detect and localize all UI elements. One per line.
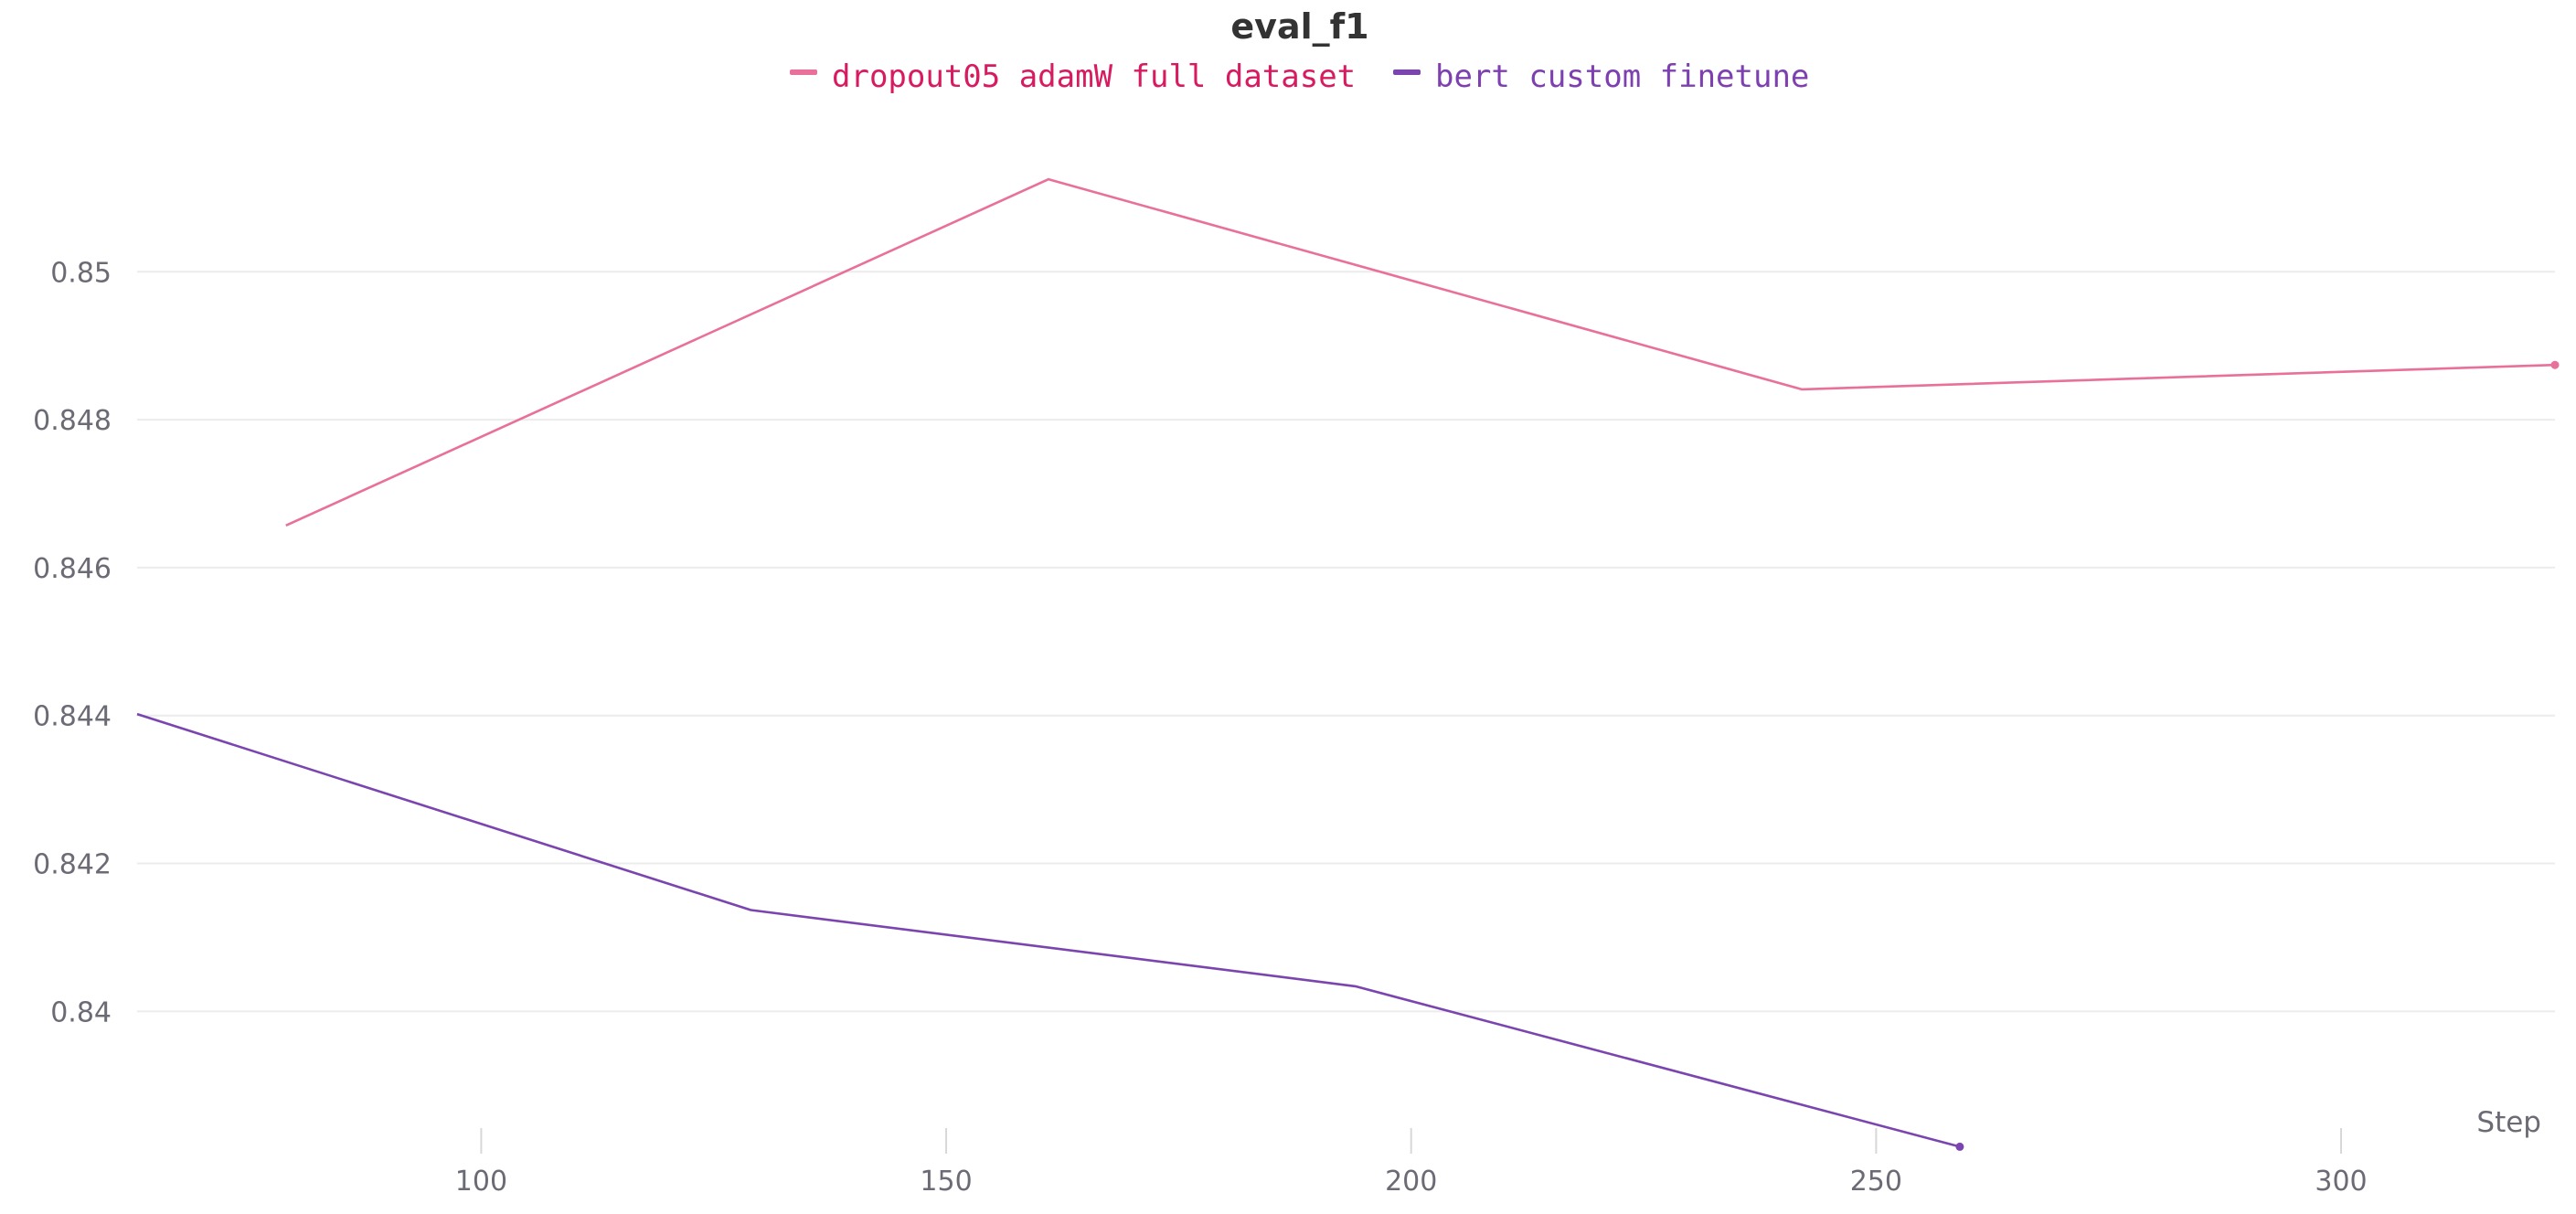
x-axis: 100 150 200 250 300 [455,1128,2368,1198]
x-axis-label: Step [2476,1106,2541,1139]
y-tick-label: 0.842 [33,849,112,881]
series-end-point[interactable] [1955,1142,1964,1151]
x-tick-label: 300 [2315,1166,2367,1198]
chart-title: eval_f1 [1230,6,1368,47]
series-line-2[interactable] [136,712,1961,1148]
y-tick-label: 0.85 [50,257,112,289]
x-tick-label: 200 [1385,1166,1437,1198]
y-tick-label: 0.846 [33,553,112,585]
y-axis: 0.84 0.842 0.844 0.846 0.848 0.85 [33,257,112,1028]
y-tick-label: 0.84 [50,996,112,1028]
legend-swatch [1393,69,1421,75]
y-tick-label: 0.844 [33,701,112,733]
series-end-point[interactable] [2550,360,2560,369]
legend-label: dropout05 adamW full dataset [832,59,1356,95]
legend-item[interactable]: dropout05 adamW full dataset [790,59,1356,95]
series-lines[interactable] [136,177,2560,1151]
grid-lines [137,271,2555,1013]
legend-swatch [790,69,817,75]
series-line-1[interactable] [285,177,2556,527]
legend-item[interactable]: bert custom finetune [1393,59,1809,95]
legend-label: bert custom finetune [1435,59,1809,95]
x-tick-label: 150 [920,1166,972,1198]
x-tick-label: 250 [1850,1166,1902,1198]
x-tick-label: 100 [455,1166,507,1198]
legend[interactable]: dropout05 adamW full dataset bert custom … [790,59,1809,95]
y-tick-label: 0.848 [33,405,112,437]
